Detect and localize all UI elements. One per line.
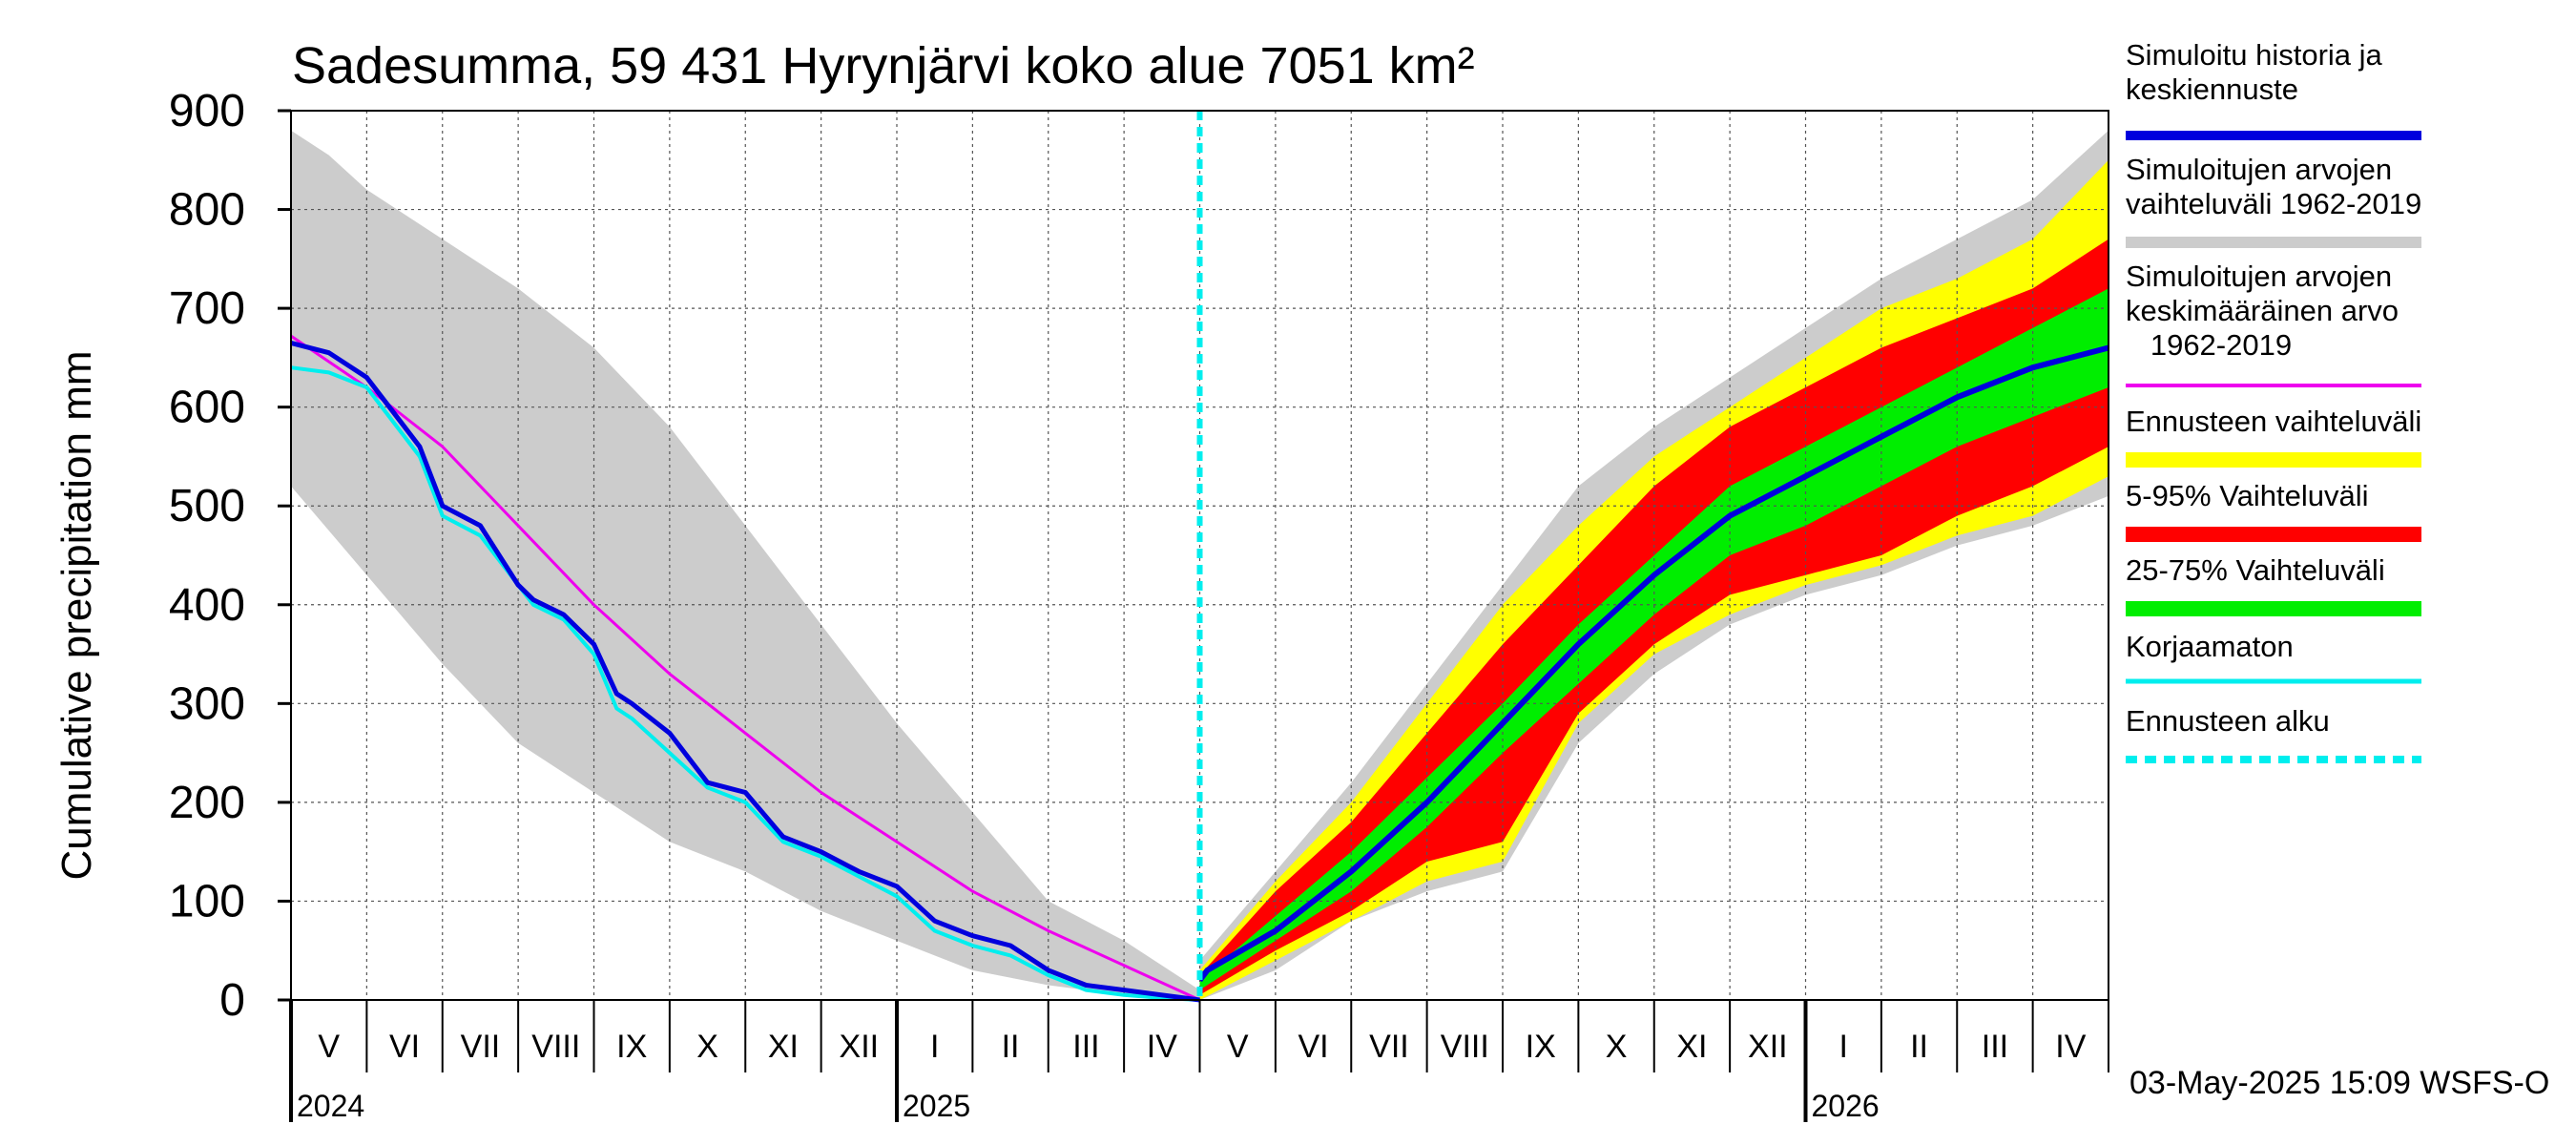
x-month-label: II (1910, 1029, 1928, 1065)
y-tick-label: 800 (169, 185, 245, 236)
legend-label: Ennusteen vaihteluväli (2126, 405, 2421, 438)
y-tick-label: 700 (169, 283, 245, 334)
x-month-label: XI (1676, 1029, 1707, 1065)
legend-swatch (2126, 601, 2421, 616)
x-month-label: I (1839, 1029, 1847, 1065)
legend-label-line: Ennusteen alku (2126, 704, 2330, 738)
legend-label: Korjaamaton (2126, 630, 2294, 663)
legend-label-line: 1962-2019 (2126, 328, 2292, 362)
legend-label: 25-75% Vaihteluväli (2126, 553, 2385, 587)
legend: Simuloitu historia ja keskiennusteSimuloi… (2126, 38, 2421, 763)
legend-label-line: Korjaamaton (2126, 630, 2294, 663)
legend-label-line: Simuloitujen arvojen (2126, 260, 2392, 293)
legend-label-line: 5-95% Vaihteluväli (2126, 479, 2368, 512)
x-month-label: V (1227, 1029, 1249, 1065)
x-month-label: III (1982, 1029, 2008, 1065)
legend-label: Ennusteen alku (2126, 704, 2330, 738)
legend-swatch (2126, 452, 2421, 468)
y-tick-label: 100 (169, 876, 245, 926)
legend-swatch (2126, 237, 2421, 248)
y-tick-label: 200 (169, 778, 245, 828)
x-month-label: VII (1369, 1029, 1409, 1065)
x-month-label: XI (768, 1029, 799, 1065)
x-month-label: X (696, 1029, 718, 1065)
x-month-label: IV (2055, 1029, 2086, 1065)
x-month-label: VIII (1441, 1029, 1489, 1065)
legend-label: Simuloitujen arvojen vaihteluväli 1962-20… (2126, 153, 2421, 220)
x-month-label: IV (1147, 1029, 1177, 1065)
x-month-label: VIII (531, 1029, 580, 1065)
x-month-label: IX (616, 1029, 647, 1065)
y-tick-label: 900 (169, 86, 245, 136)
y-axis-label: Cumulative precipitation mm (53, 350, 100, 880)
legend-label-line: vaihteluväli 1962-2019 (2126, 187, 2421, 220)
x-year-label: 2026 (1812, 1089, 1880, 1123)
legend-label: Simuloitu historia ja keskiennuste (2126, 38, 2383, 106)
legend-label-line: Simuloitujen arvojen (2126, 153, 2392, 186)
legend-label-line: keskimääräinen arvo (2126, 294, 2399, 327)
x-year-label: 2024 (297, 1089, 364, 1123)
legend-label: Simuloitujen arvojen keskimääräinen arvo … (2126, 260, 2399, 362)
x-month-label: V (318, 1029, 340, 1065)
simulated-history-line (290, 340, 1200, 1003)
x-month-label: II (1002, 1029, 1020, 1065)
x-month-label: VI (1298, 1029, 1329, 1065)
legend-swatch (2126, 527, 2421, 542)
legend-swatch (2126, 131, 2421, 140)
legend-swatch (2126, 384, 2421, 387)
x-month-label: XII (840, 1029, 880, 1065)
legend-label-line: keskiennuste (2126, 73, 2298, 106)
x-month-label: VII (461, 1029, 501, 1065)
x-year-label: 2025 (903, 1089, 970, 1123)
x-month-label: X (1606, 1029, 1628, 1065)
y-tick-label: 400 (169, 580, 245, 631)
timestamp: 03-May-2025 15:09 WSFS-O (2129, 1065, 2549, 1101)
forecast-mean-line (1197, 344, 2109, 983)
x-month-label: IX (1526, 1029, 1556, 1065)
legend-label-line: Simuloitu historia ja (2126, 38, 2383, 72)
historical-mean-line (290, 334, 1201, 1002)
legend-label-line: Ennusteen vaihteluväli (2126, 405, 2421, 438)
legend-label: 5-95% Vaihteluväli (2126, 479, 2368, 512)
legend-label-line: 25-75% Vaihteluväli (2126, 553, 2385, 587)
y-tick-label: 0 (219, 975, 245, 1026)
chart-title: Sadesumma, 59 431 Hyrynjärvi koko alue 7… (292, 37, 1475, 94)
x-month-label: VI (389, 1029, 420, 1065)
y-tick-label: 300 (169, 678, 245, 729)
uncorrected-line (290, 365, 1200, 1002)
y-tick-label: 500 (169, 481, 245, 531)
x-month-label: I (930, 1029, 939, 1065)
y-tick-label: 600 (169, 383, 245, 433)
legend-swatch (2126, 678, 2421, 684)
x-month-label: XII (1748, 1029, 1788, 1065)
x-month-label: III (1072, 1029, 1099, 1065)
